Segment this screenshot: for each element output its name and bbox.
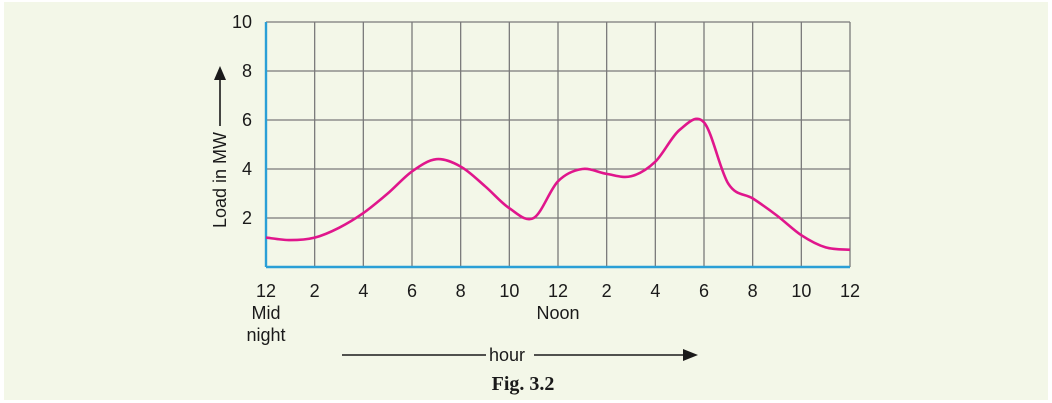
x-tick-label: 6 [699,281,709,301]
y-tick-label: 8 [242,61,252,81]
y-tick-label: 4 [242,159,252,179]
x-axis-label: hour [489,345,525,365]
load-curve-line [265,117,851,252]
y-axis-label: Load in MW [210,132,230,228]
y-axis-label-group: Load in MW [210,66,230,228]
y-axis-arrow-head [214,66,226,80]
x-tick-label: 4 [358,281,368,301]
axes [264,22,850,269]
x-tick-label: 12 [548,281,568,301]
x-tick-label: 8 [748,281,758,301]
x-tick-label: 10 [791,281,811,301]
x-tick-label: 2 [310,281,320,301]
x-tick-label: 4 [650,281,660,301]
y-tick-label: 2 [242,208,252,228]
x-tick-label: 8 [456,281,466,301]
x-annotation: Mid [251,303,280,323]
x-tick-label: 12 [256,281,276,301]
x-tick-label: 12 [840,281,860,301]
figure-caption: Fig. 3.2 [492,373,555,395]
x-annotation: Noon [536,303,579,323]
x-tick-labels: 12 2 4 6 8 10 12 2 4 6 8 10 12 [256,281,860,301]
y-tick-label: 6 [242,110,252,130]
x-tick-label: 6 [407,281,417,301]
figure-panel: 2 4 6 8 10 12 2 4 6 8 10 12 2 4 6 8 10 12 Mid night Noon L… [4,2,1048,400]
grid [266,21,851,267]
x-axis-arrow-head [683,349,698,361]
x-annotation: night [246,325,285,345]
x-tick-label: 2 [602,281,612,301]
y-tick-label: 10 [232,12,252,32]
x-tick-label: 10 [499,281,519,301]
y-tick-labels: 2 4 6 8 10 [232,12,252,228]
